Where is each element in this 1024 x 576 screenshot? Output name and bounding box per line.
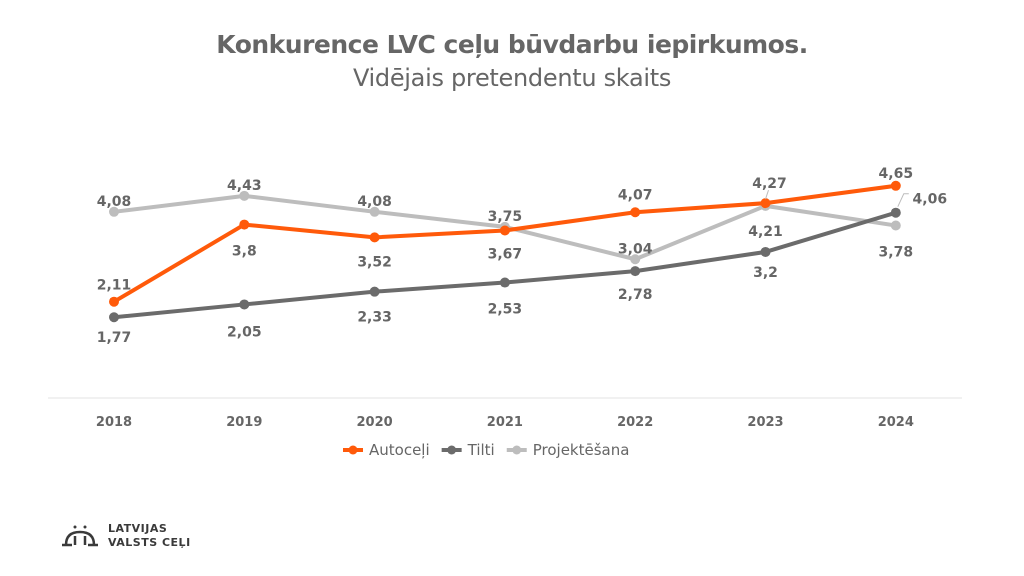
data-label: 3,2 [753, 265, 778, 281]
data-point [109, 206, 119, 217]
x-tick-label: 2024 [878, 415, 914, 430]
x-tick-label: 2019 [226, 415, 262, 430]
logo-bridge-icon [62, 525, 98, 547]
data-label: 3,75 [488, 209, 523, 225]
data-label: 1,77 [97, 330, 132, 346]
data-label: 4,21 [748, 224, 783, 240]
legend-swatch-marker [348, 445, 358, 455]
data-point [239, 219, 250, 230]
data-point [369, 206, 380, 217]
data-label: 2,33 [357, 310, 392, 326]
data-label: 4,27 [752, 176, 787, 192]
data-label: 4,43 [227, 178, 262, 194]
data-point [630, 266, 641, 277]
data-point [630, 207, 641, 218]
data-label: 4,06 [913, 192, 948, 208]
logo-line2: VALSTS CEĻI [108, 536, 191, 549]
data-label: 2,53 [488, 302, 523, 318]
data-label: 3,04 [618, 241, 653, 257]
data-label: 3,52 [357, 254, 392, 270]
legend-entry: Tilti [467, 441, 495, 459]
x-tick-label: 2021 [487, 415, 523, 430]
data-label: 4,65 [879, 166, 914, 182]
logo: LATVIJAS VALSTS CEĻI [60, 522, 191, 550]
legend-swatch-marker [512, 445, 522, 455]
data-point [890, 220, 901, 231]
data-label: 4,08 [357, 194, 392, 210]
data-label: 2,11 [97, 278, 132, 294]
leader-line [897, 193, 909, 207]
chart-title: Konkurence LVC ceļu būvdarbu iepirkumos. [216, 30, 808, 59]
x-tick-label: 2018 [96, 415, 132, 430]
data-label: 3,67 [488, 247, 523, 263]
data-label: 2,05 [227, 324, 262, 340]
data-point [890, 207, 901, 218]
legend-swatch-marker [447, 445, 457, 455]
data-point [499, 277, 510, 288]
data-label: 3,78 [879, 244, 914, 260]
data-point [760, 246, 771, 257]
data-label: 3,8 [232, 244, 257, 260]
data-point [369, 232, 380, 243]
logo-line1: LATVIJAS [108, 522, 168, 535]
data-point [109, 296, 119, 307]
data-point [239, 190, 250, 201]
data-point [499, 225, 510, 236]
data-label: 4,07 [618, 187, 653, 203]
data-point [760, 198, 771, 209]
chart-subtitle: Vidējais pretendentu skaits [352, 64, 672, 92]
legend-entry: Autoceļi [369, 441, 430, 459]
data-label: 4,08 [97, 194, 132, 210]
data-point [890, 180, 901, 191]
leader-line [765, 189, 769, 200]
x-tick-label: 2022 [617, 415, 653, 430]
legend-entry: Projektēšana [533, 441, 630, 459]
data-point [239, 299, 250, 310]
x-tick-label: 2023 [747, 415, 783, 430]
data-point [630, 254, 641, 265]
data-label: 2,78 [618, 287, 653, 303]
data-point [369, 286, 380, 297]
data-point [109, 312, 119, 323]
x-tick-label: 2020 [357, 415, 393, 430]
